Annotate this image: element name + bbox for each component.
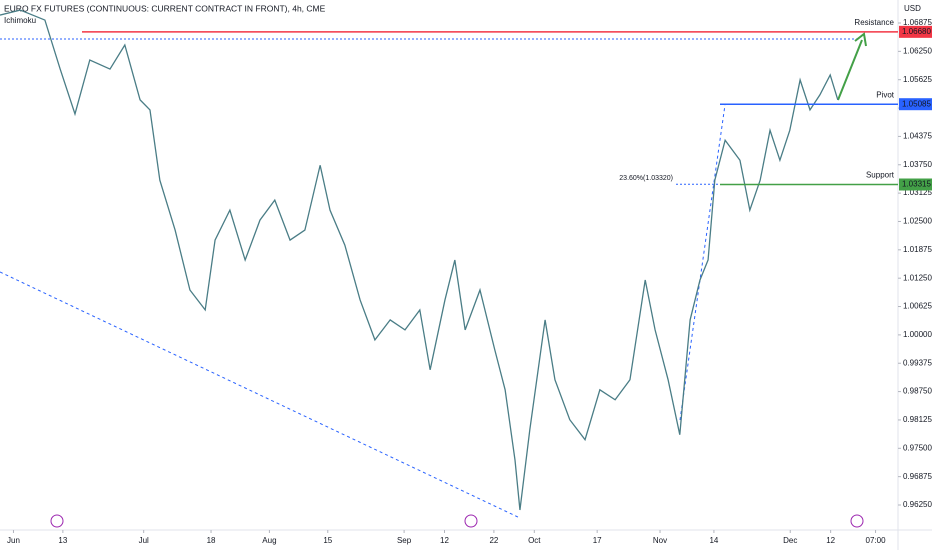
y-tick-label: 0.98125 [903, 415, 932, 424]
x-tick-label: Sep [397, 536, 412, 545]
x-tick-label: 12 [440, 536, 449, 545]
price-box [899, 178, 932, 191]
y-tick-label: 1.06875 [903, 18, 932, 27]
y-tick-label: 0.96875 [903, 472, 932, 481]
currency-label: USD [904, 4, 921, 13]
y-tick-label: 1.05625 [903, 75, 932, 84]
x-tick-label: 13 [58, 536, 67, 545]
y-tick-label: 1.03125 [903, 188, 932, 197]
y-tick-label: 1.00625 [903, 302, 932, 311]
y-tick-label: 0.97500 [903, 443, 932, 452]
indicator-label: Ichimoku [4, 16, 36, 25]
x-tick-label: Nov [653, 536, 667, 545]
x-tick-label: 17 [593, 536, 602, 545]
x-tick-label: Jun [7, 536, 20, 545]
price-line [0, 9, 839, 511]
level-name: Pivot [876, 90, 895, 99]
x-tick-label: Oct [528, 536, 541, 545]
y-tick-label: 1.01250 [903, 273, 932, 282]
price-box [899, 98, 932, 111]
x-tick-label: 12 [826, 536, 835, 545]
y-tick-label: 1.04375 [903, 132, 932, 141]
x-tick-label: Dec [783, 536, 797, 545]
y-tick-label: 1.06250 [903, 46, 932, 55]
chart-title: EURO FX FUTURES (CONTINUOUS: CURRENT CON… [4, 3, 326, 13]
x-tick-label: Aug [262, 536, 276, 545]
y-tick-label: 1.01875 [903, 245, 932, 254]
price-box [899, 25, 932, 38]
y-tick-label: 0.99375 [903, 358, 932, 367]
price-box-label: 1.03315 [902, 180, 931, 189]
x-tick-label: 14 [709, 536, 718, 545]
y-tick-label: 0.98750 [903, 387, 932, 396]
x-tick-label: 15 [323, 536, 332, 545]
x-tick-label: Jul [139, 536, 149, 545]
x-tick-label: 22 [489, 536, 498, 545]
fib-label: 23.60%(1.03320) [619, 175, 673, 182]
x-tick-label: 07:00 [866, 536, 887, 545]
event-icons [50, 514, 864, 528]
y-tick-label: 1.03750 [903, 160, 932, 169]
y-tick-label: 0.96250 [903, 500, 932, 509]
fib-line [679, 104, 726, 421]
level-name: Resistance [854, 18, 894, 27]
y-tick-label: 1.02500 [903, 217, 932, 226]
arrow-head [854, 32, 867, 47]
y-tick-label: 1.00000 [903, 330, 932, 339]
price-box-label: 1.06680 [902, 27, 931, 36]
level-name: Support [866, 171, 895, 180]
x-tick-label: 18 [207, 536, 216, 545]
price-box-label: 1.05085 [902, 99, 931, 108]
arrow [837, 39, 863, 101]
